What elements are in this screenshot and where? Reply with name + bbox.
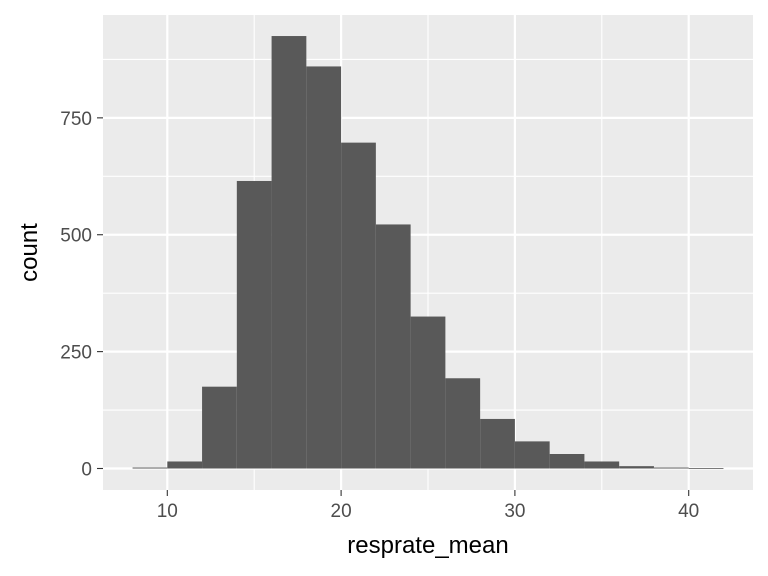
y-tick-label: 0 bbox=[81, 459, 92, 480]
histogram-bar bbox=[306, 66, 342, 469]
histogram-bar bbox=[410, 316, 446, 469]
y-tick-label: 750 bbox=[60, 109, 92, 130]
x-tick-label: 20 bbox=[331, 501, 352, 522]
histogram-bar bbox=[202, 386, 237, 469]
histogram-bar bbox=[549, 454, 585, 469]
y-axis-title: count bbox=[16, 223, 43, 282]
x-tick-label: 30 bbox=[504, 501, 525, 522]
histogram-bar bbox=[132, 467, 168, 469]
histogram-bar bbox=[375, 224, 411, 469]
y-tick-label: 250 bbox=[60, 343, 92, 364]
y-axis-ticks: 0 250 500 750 bbox=[60, 109, 103, 480]
histogram-bars bbox=[132, 36, 724, 469]
x-axis-ticks: 10 20 30 40 bbox=[157, 490, 699, 522]
histogram-bar bbox=[445, 378, 481, 469]
histogram-bar bbox=[619, 466, 654, 469]
histogram-bar bbox=[688, 468, 724, 469]
histogram-bar bbox=[480, 418, 515, 469]
x-axis-title: resprate_mean bbox=[347, 532, 508, 559]
histogram-bar bbox=[167, 461, 203, 469]
histogram-bar bbox=[653, 467, 689, 469]
histogram-bar bbox=[514, 441, 550, 469]
x-tick-label: 10 bbox=[157, 501, 178, 522]
histogram-bar bbox=[584, 461, 620, 469]
x-tick-label: 40 bbox=[678, 501, 699, 522]
histogram-bar bbox=[341, 142, 376, 469]
histogram-bar bbox=[271, 36, 307, 469]
y-tick-label: 500 bbox=[60, 226, 92, 247]
histogram-bar bbox=[236, 180, 272, 469]
